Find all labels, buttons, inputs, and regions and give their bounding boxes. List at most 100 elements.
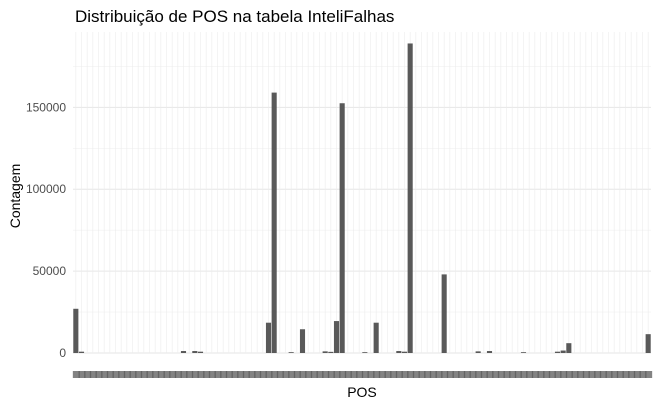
x-tick-mark xyxy=(605,371,613,378)
bar xyxy=(566,343,572,353)
x-tick-mark xyxy=(225,371,233,378)
y-tick-label: 50000 xyxy=(33,264,67,278)
x-tick-mark xyxy=(135,371,143,378)
x-tick-mark xyxy=(276,371,284,378)
x-tick-mark xyxy=(514,371,522,378)
x-tick-mark xyxy=(418,371,426,378)
x-tick-mark xyxy=(429,371,437,378)
x-tick-mark xyxy=(129,371,137,378)
x-tick-mark xyxy=(95,371,103,378)
x-tick-mark xyxy=(531,371,539,378)
x-tick-mark xyxy=(293,371,301,378)
bar xyxy=(396,351,402,353)
x-tick-mark xyxy=(475,371,483,378)
x-tick-mark xyxy=(186,371,194,378)
x-tick-mark xyxy=(163,371,171,378)
x-tick-mark xyxy=(106,371,114,378)
bar xyxy=(73,308,79,353)
x-tick-mark xyxy=(288,371,296,378)
x-tick-mark xyxy=(174,371,182,378)
x-tick-mark xyxy=(424,371,432,378)
bar xyxy=(180,351,187,353)
x-tick-mark xyxy=(452,371,460,378)
x-tick-mark xyxy=(526,371,534,378)
x-tick-mark xyxy=(503,371,511,378)
x-tick-mark xyxy=(356,371,364,378)
x-tick-mark xyxy=(327,371,335,378)
bar xyxy=(78,351,85,353)
x-tick-mark xyxy=(259,371,267,378)
bar xyxy=(328,351,334,353)
x-tick-mark xyxy=(123,371,131,378)
x-tick-mark xyxy=(548,371,556,378)
bar xyxy=(299,329,306,353)
x-tick-mark xyxy=(339,371,347,378)
x-tick-mark xyxy=(582,371,590,378)
x-tick-mark xyxy=(395,371,403,378)
x-tick-mark xyxy=(208,371,216,378)
x-tick-mark xyxy=(180,371,188,378)
x-axis-ticks xyxy=(72,371,653,378)
x-tick-mark xyxy=(146,371,154,378)
x-tick-mark xyxy=(333,371,341,378)
x-tick-mark xyxy=(140,371,148,378)
x-axis-title: POS xyxy=(347,384,377,400)
bar xyxy=(192,351,198,353)
bar xyxy=(441,274,447,353)
x-tick-mark xyxy=(588,371,596,378)
x-tick-mark xyxy=(622,371,630,378)
y-tick-label: 0 xyxy=(59,346,66,360)
x-tick-mark xyxy=(214,371,222,378)
y-tick-label: 150000 xyxy=(26,100,66,114)
x-tick-mark xyxy=(112,371,120,378)
bar xyxy=(475,351,481,353)
x-tick-mark xyxy=(571,371,579,378)
x-tick-mark xyxy=(611,371,619,378)
x-tick-mark xyxy=(72,371,80,378)
bar xyxy=(645,334,651,353)
x-tick-mark xyxy=(282,371,290,378)
bar xyxy=(401,351,408,353)
x-tick-mark xyxy=(265,371,273,378)
bar xyxy=(339,103,345,354)
x-tick-mark xyxy=(361,371,369,378)
x-tick-mark xyxy=(78,371,86,378)
x-tick-mark xyxy=(242,371,250,378)
x-tick-mark xyxy=(543,371,551,378)
x-tick-mark xyxy=(446,371,454,378)
bar xyxy=(486,351,493,353)
x-tick-mark xyxy=(271,371,279,378)
x-tick-mark xyxy=(310,371,318,378)
x-tick-mark xyxy=(152,371,160,378)
x-tick-mark xyxy=(616,371,624,378)
x-tick-mark xyxy=(316,371,324,378)
x-tick-mark xyxy=(378,371,386,378)
chart-title: Distribuição de POS na tabela InteliFalh… xyxy=(75,7,394,26)
bar xyxy=(288,352,294,353)
y-axis-ticks: 0 50000 100000 150000 xyxy=(26,100,66,360)
x-tick-mark xyxy=(84,371,92,378)
x-tick-mark xyxy=(509,371,517,378)
x-tick-mark xyxy=(157,371,165,378)
x-tick-mark xyxy=(89,371,97,378)
x-tick-mark xyxy=(322,371,330,378)
x-tick-mark xyxy=(520,371,528,378)
x-tick-mark xyxy=(299,371,307,378)
x-tick-mark xyxy=(633,371,641,378)
x-tick-mark xyxy=(645,371,653,378)
bar xyxy=(554,351,561,353)
x-tick-mark xyxy=(412,371,420,378)
x-tick-mark xyxy=(220,371,228,378)
y-axis-title: Contagem xyxy=(7,164,23,229)
x-tick-mark xyxy=(101,371,109,378)
x-tick-mark xyxy=(344,371,352,378)
x-tick-mark xyxy=(469,371,477,378)
x-tick-mark xyxy=(441,371,449,378)
x-tick-mark xyxy=(594,371,602,378)
y-tick-label: 100000 xyxy=(26,182,66,196)
x-tick-mark xyxy=(435,371,443,378)
x-tick-mark xyxy=(628,371,636,378)
x-tick-mark xyxy=(248,371,256,378)
x-tick-mark xyxy=(350,371,358,378)
